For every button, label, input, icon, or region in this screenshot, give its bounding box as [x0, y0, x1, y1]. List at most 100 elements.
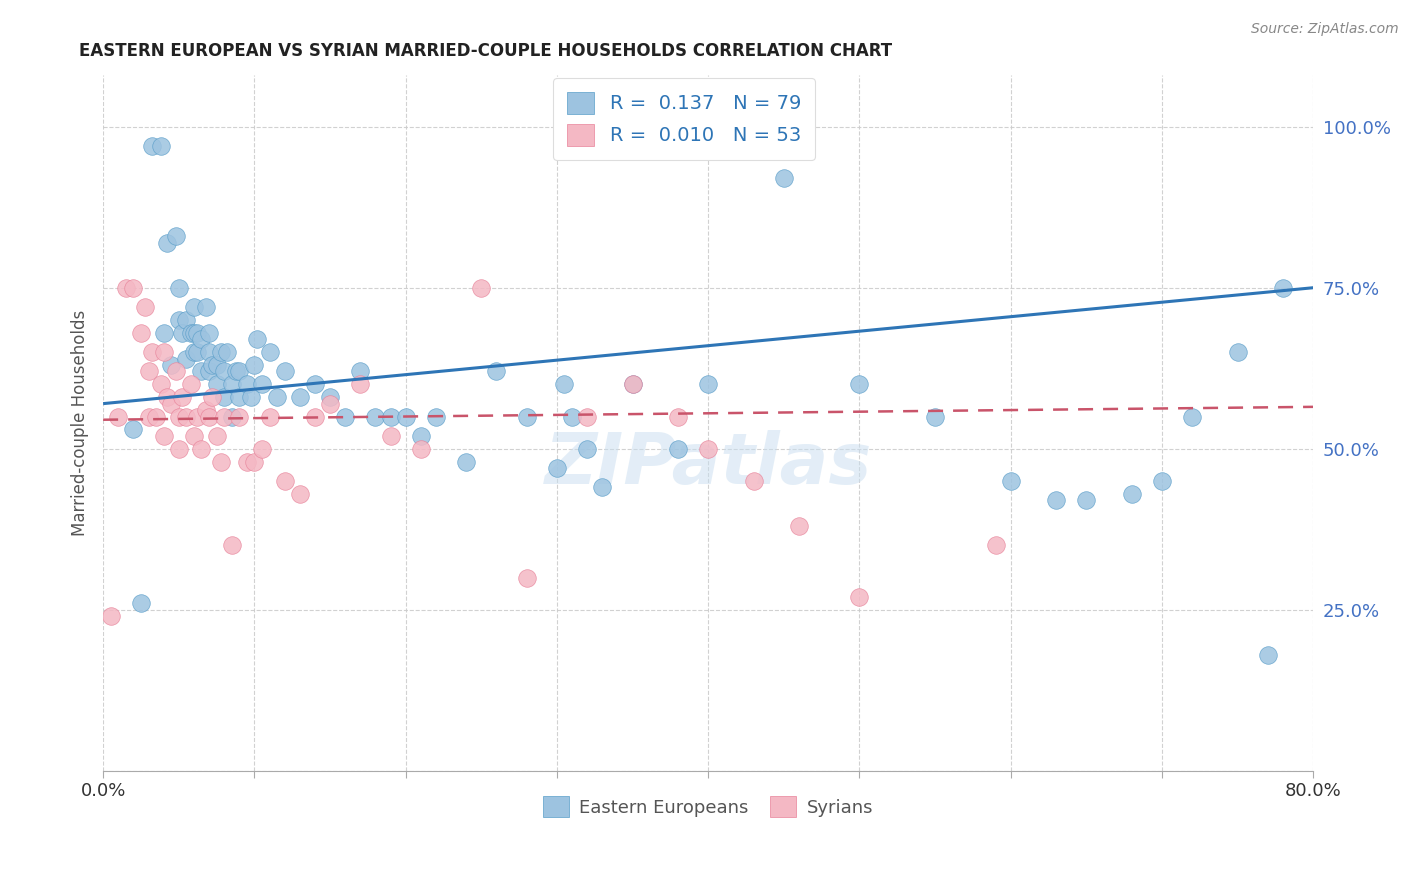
Point: [141, 345, 163, 359]
Point: [165, 229, 187, 244]
Point: [697, 377, 720, 392]
Point: [141, 139, 163, 153]
Point: [727, 120, 749, 134]
Point: [190, 364, 212, 378]
Point: [250, 377, 273, 392]
Point: [1150, 474, 1173, 488]
Point: [228, 364, 250, 378]
Text: EASTERN EUROPEAN VS SYRIAN MARRIED-COUPLE HOUSEHOLDS CORRELATION CHART: EASTERN EUROPEAN VS SYRIAN MARRIED-COUPL…: [79, 42, 891, 60]
Text: Source: ZipAtlas.com: Source: ZipAtlas.com: [1251, 22, 1399, 37]
Point: [129, 326, 152, 340]
Point: [380, 429, 402, 443]
Point: [319, 396, 342, 410]
Point: [176, 351, 198, 366]
Point: [697, 442, 720, 456]
Point: [240, 390, 263, 404]
Point: [848, 590, 870, 604]
Point: [198, 326, 221, 340]
Point: [209, 345, 232, 359]
Point: [1272, 281, 1295, 295]
Point: [212, 409, 235, 424]
Point: [516, 570, 538, 584]
Point: [380, 409, 402, 424]
Point: [205, 358, 228, 372]
Point: [122, 281, 145, 295]
Point: [134, 300, 156, 314]
Point: [198, 409, 221, 424]
Point: [100, 609, 122, 624]
Point: [183, 429, 205, 443]
Point: [848, 377, 870, 392]
Point: [209, 454, 232, 468]
Point: [180, 326, 202, 340]
Point: [1045, 493, 1067, 508]
Point: [167, 281, 190, 295]
Point: [217, 345, 239, 359]
Point: [180, 377, 202, 392]
Point: [984, 538, 1007, 552]
Point: [138, 409, 160, 424]
Point: [425, 409, 447, 424]
Point: [456, 454, 478, 468]
Point: [1000, 474, 1022, 488]
Point: [228, 409, 250, 424]
Point: [1076, 493, 1098, 508]
Point: [183, 326, 205, 340]
Point: [576, 409, 599, 424]
Point: [190, 332, 212, 346]
Point: [349, 364, 371, 378]
Point: [205, 429, 228, 443]
Point: [149, 377, 172, 392]
Point: [167, 409, 190, 424]
Point: [167, 442, 190, 456]
Point: [176, 313, 198, 327]
Point: [243, 454, 266, 468]
Point: [156, 390, 179, 404]
Point: [152, 429, 174, 443]
Point: [273, 474, 295, 488]
Point: [243, 358, 266, 372]
Point: [742, 474, 765, 488]
Point: [246, 332, 269, 346]
Point: [1226, 345, 1249, 359]
Point: [516, 409, 538, 424]
Point: [138, 364, 160, 378]
Point: [561, 409, 583, 424]
Point: [553, 377, 575, 392]
Point: [319, 390, 342, 404]
Point: [183, 345, 205, 359]
Point: [259, 409, 281, 424]
Point: [304, 409, 326, 424]
Point: [1257, 648, 1279, 662]
Point: [198, 364, 221, 378]
Point: [485, 364, 508, 378]
Point: [621, 377, 644, 392]
Point: [160, 396, 183, 410]
Point: [395, 409, 418, 424]
Point: [205, 377, 228, 392]
Point: [228, 390, 250, 404]
Point: [288, 390, 311, 404]
Point: [236, 454, 259, 468]
Point: [170, 390, 193, 404]
Point: [186, 345, 208, 359]
Point: [212, 364, 235, 378]
Point: [201, 390, 224, 404]
Point: [145, 409, 167, 424]
Point: [167, 313, 190, 327]
Point: [195, 300, 218, 314]
Legend: Eastern Europeans, Syrians: Eastern Europeans, Syrians: [536, 789, 880, 824]
Point: [304, 377, 326, 392]
Point: [1181, 409, 1204, 424]
Point: [152, 345, 174, 359]
Point: [160, 358, 183, 372]
Point: [772, 171, 794, 186]
Point: [176, 409, 198, 424]
Point: [787, 519, 810, 533]
Point: [409, 442, 432, 456]
Point: [236, 377, 259, 392]
Point: [183, 300, 205, 314]
Point: [190, 442, 212, 456]
Point: [212, 390, 235, 404]
Point: [364, 409, 387, 424]
